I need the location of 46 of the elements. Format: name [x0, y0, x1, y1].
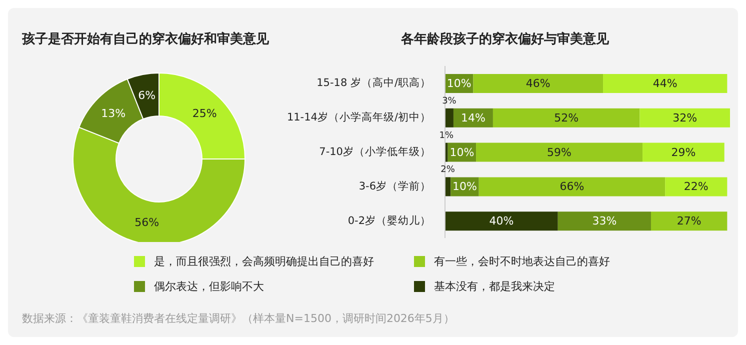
- bar: [476, 142, 643, 162]
- data-label: 2%: [440, 165, 456, 176]
- legend-label: 偶尔表达，但影响不大: [153, 279, 265, 294]
- bar: [473, 74, 604, 93]
- legend-label: 有一些，会时不时地表达自己的喜好: [433, 254, 611, 269]
- data-label: 29%: [671, 146, 696, 159]
- data-label: 40%: [489, 214, 514, 228]
- data-label: 1%: [439, 130, 454, 141]
- data-label: 10%: [450, 146, 474, 159]
- data-label: 56%: [134, 216, 160, 229]
- data-label: 14%: [460, 111, 486, 124]
- y-tick-label: 3-6岁（学前）: [358, 180, 431, 192]
- bar: [445, 108, 454, 128]
- y-tick-label: 15-18 岁（高中/职高）: [316, 76, 431, 90]
- legend-label: 基本没有，都是我来决定: [433, 279, 556, 294]
- legend-label: 是，而且很强烈，会高频明确提出自己的喜好: [153, 254, 375, 269]
- bar: [478, 177, 666, 196]
- data-label: 10%: [446, 77, 472, 90]
- bar: [650, 212, 728, 231]
- data-label: 3%: [442, 96, 457, 106]
- data-label: 25%: [192, 106, 217, 120]
- y-tick-label: 7-10岁（小学低年级）: [319, 145, 431, 158]
- chart-title: 孩子是否开始有自己的穿衣偏好和审美意见: [22, 30, 269, 48]
- bar: [603, 74, 728, 93]
- data-label: 10%: [452, 180, 477, 194]
- data-label: 22%: [684, 180, 708, 194]
- data-label: 32%: [672, 111, 698, 124]
- y-tick-label: 11-14岁（小学高年级/初中）: [286, 110, 431, 124]
- source-note: 数据来源：《童装童鞋消费者在线定量调研》（样本量N=1500，调研时间2026年5月）: [22, 311, 454, 326]
- data-label: 27%: [676, 214, 702, 228]
- bar: [642, 142, 724, 162]
- data-label: 33%: [592, 214, 617, 228]
- data-label: 59%: [547, 146, 572, 159]
- bar: [558, 212, 651, 231]
- data-label: 13%: [101, 106, 126, 120]
- chart-title: 各年龄段孩子的穿衣偏好与审美意见: [400, 30, 610, 48]
- bar: [640, 108, 730, 128]
- bar: [492, 108, 640, 128]
- data-label: 52%: [554, 111, 579, 124]
- data-label: 66%: [560, 180, 584, 194]
- bar: [665, 177, 728, 196]
- data-label: 44%: [652, 77, 678, 90]
- bar: [445, 212, 558, 231]
- data-label: 6%: [138, 89, 156, 102]
- data-label: 46%: [526, 77, 550, 90]
- y-tick-label: 0-2岁（婴幼儿）: [348, 214, 431, 227]
